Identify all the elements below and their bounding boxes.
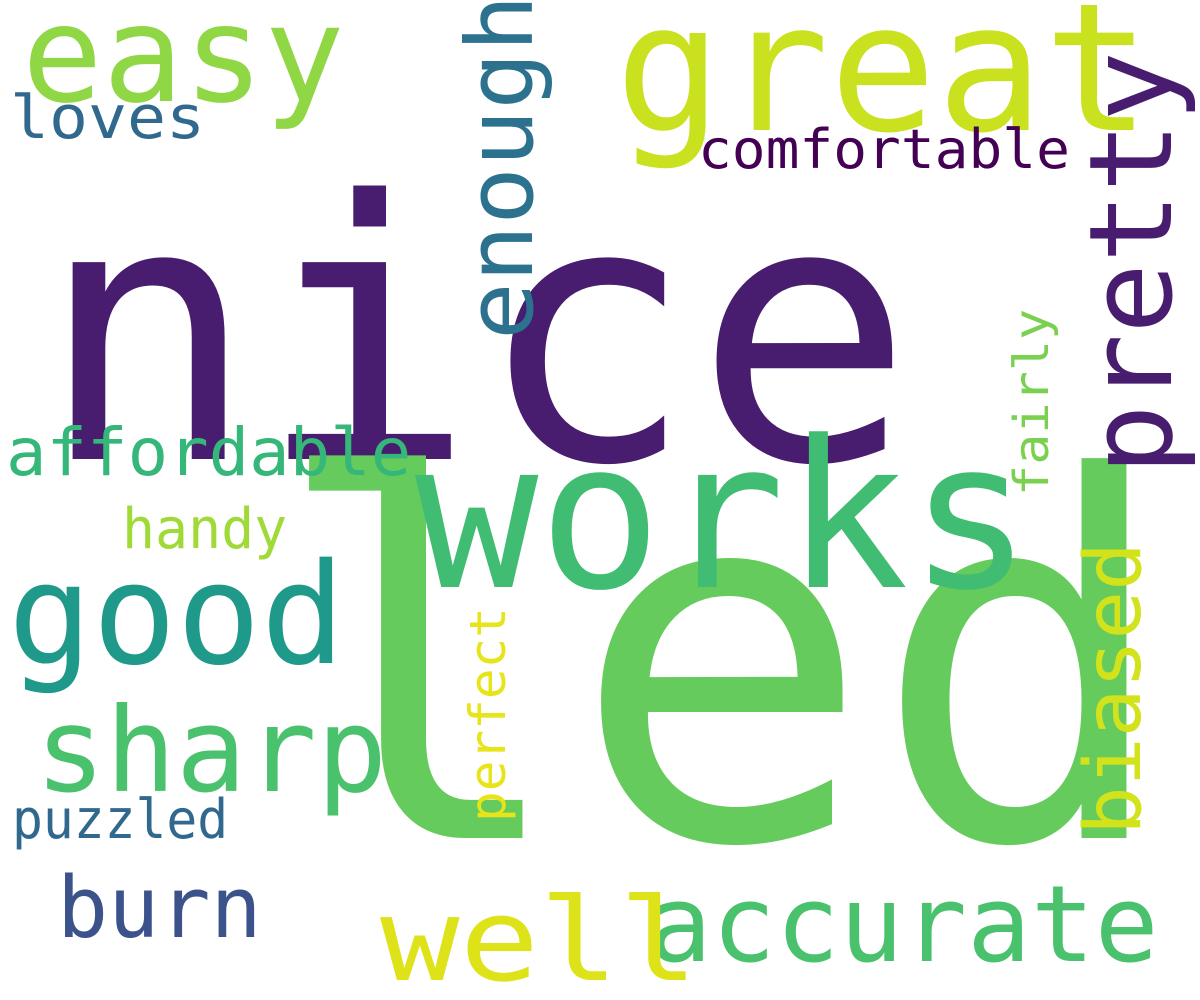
word-biased: biased: [1069, 541, 1159, 835]
word-well: well: [380, 874, 699, 1000]
word-easy: easy: [22, 0, 345, 133]
word-burn: burn: [57, 859, 262, 958]
word-handy: handy: [122, 497, 288, 562]
word-pretty: pretty: [1065, 51, 1199, 476]
word-perfect: perfect: [459, 607, 517, 822]
word-fairly: fairly: [1004, 308, 1060, 496]
word-great: great: [615, 0, 1151, 172]
word-enough: enough: [447, 0, 554, 340]
word-good: good: [8, 534, 346, 697]
word-nice: nice: [38, 125, 914, 544]
word-led: led: [270, 374, 1174, 956]
word-affordable: affordable: [6, 414, 412, 491]
word-puzzled: puzzled: [12, 788, 229, 851]
word-works: works: [415, 398, 1033, 636]
word-loves: loves: [10, 83, 206, 153]
word-sharp: sharp: [35, 682, 388, 819]
word-comfortable: comfortable: [698, 118, 1070, 181]
word-accurate: accurate: [648, 863, 1159, 986]
